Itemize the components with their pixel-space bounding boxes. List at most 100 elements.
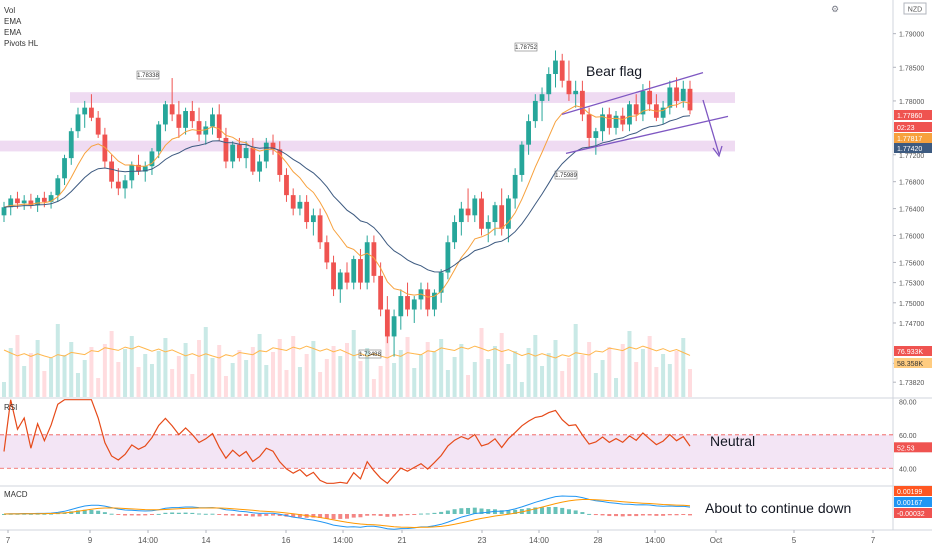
rsi-label: RSI xyxy=(4,403,17,412)
macd-histogram-bar xyxy=(351,514,356,518)
volume-bar xyxy=(311,341,316,397)
volume-bar xyxy=(116,362,121,397)
price-badge-label: 1.77860 xyxy=(897,113,922,120)
macd-histogram-bar xyxy=(96,510,101,514)
candle-body xyxy=(75,114,81,132)
candle-body xyxy=(633,104,639,115)
macd-histogram-bar xyxy=(217,514,222,515)
macd-histogram-bar xyxy=(163,512,168,514)
candle-body xyxy=(189,111,195,122)
macd-histogram-bar xyxy=(156,513,161,515)
volume-bar xyxy=(338,356,343,397)
candle-body xyxy=(613,115,619,128)
volume-bar xyxy=(217,345,222,397)
volume-bar xyxy=(365,348,370,397)
channel-upper-line xyxy=(561,72,704,116)
rsi-tick-label: 80.00 xyxy=(899,399,917,406)
volume-bar xyxy=(42,371,47,397)
volume-bar xyxy=(674,351,679,397)
macd-histogram-bar xyxy=(573,510,578,514)
volume-bar xyxy=(2,382,6,397)
volume-bar xyxy=(170,369,175,397)
rsi-neutral-band xyxy=(0,434,893,469)
macd-histogram-bar xyxy=(102,512,107,514)
candle-body xyxy=(115,181,121,189)
pivot-high-2: 1.78752 xyxy=(515,45,537,51)
candle-body xyxy=(304,201,310,223)
volume-ma-line xyxy=(3,345,691,359)
candle-body xyxy=(519,144,525,175)
macd-histogram-bar xyxy=(338,514,343,519)
volume-bar xyxy=(499,333,504,397)
pivot-low-2: 1.75989 xyxy=(555,173,577,179)
volume-bar xyxy=(75,373,80,397)
volume-bar xyxy=(452,357,457,397)
macd-histogram-bar xyxy=(42,513,47,515)
volume-bar xyxy=(89,347,94,397)
macd-label: MACD xyxy=(4,490,28,499)
volume-bar xyxy=(8,348,13,397)
candle-body xyxy=(674,87,679,101)
candle-body xyxy=(337,272,343,290)
macd-histogram-bar xyxy=(358,514,363,518)
candle-body xyxy=(492,205,498,223)
volume-bar xyxy=(271,352,276,397)
macd-histogram-bar xyxy=(445,510,450,514)
candle-body xyxy=(620,115,626,125)
candle-body xyxy=(512,174,518,199)
volume-bar xyxy=(49,358,54,397)
time-tick-label: 14:00 xyxy=(529,536,550,545)
macd-histogram-bar xyxy=(116,514,121,515)
candle-body xyxy=(41,197,47,202)
volume-bar xyxy=(688,369,692,397)
pivot-low-1: 1.73488 xyxy=(359,352,381,358)
bear-flag-annotation: Bear flag xyxy=(586,63,642,79)
volume-bar xyxy=(35,340,40,397)
macd-histogram-bar xyxy=(661,514,666,516)
macd-histogram-bar xyxy=(324,514,329,519)
settings-gear-icon[interactable]: ⚙ xyxy=(831,4,839,14)
macd-histogram-bar xyxy=(425,513,430,515)
candle-body xyxy=(458,208,464,223)
volume-bar xyxy=(654,367,659,397)
candle-body xyxy=(378,275,384,310)
volume-bar xyxy=(136,367,141,397)
candle-body xyxy=(331,262,336,290)
volume-bar xyxy=(149,364,154,397)
candle-body xyxy=(647,90,653,105)
candle-body xyxy=(566,80,572,95)
candle-body xyxy=(640,90,646,115)
volume-bar xyxy=(244,360,249,397)
candle-body xyxy=(183,111,188,128)
macd-badge xyxy=(894,497,932,507)
macd-histogram-bar xyxy=(183,512,188,514)
currency-badge[interactable] xyxy=(903,2,927,15)
candle-body xyxy=(465,208,471,216)
volume-bar xyxy=(587,342,592,397)
volume-bar xyxy=(210,358,215,397)
volume-bar xyxy=(176,356,181,397)
macd-histogram-bar xyxy=(566,509,571,514)
macd-histogram-bar xyxy=(123,514,128,516)
macd-histogram-bar xyxy=(2,514,6,515)
candle-body xyxy=(236,144,242,159)
candle-body xyxy=(48,195,54,202)
price-badge-label: 02:23 xyxy=(897,125,915,132)
macd-histogram-bar xyxy=(237,514,242,517)
candle-body xyxy=(290,195,296,209)
volume-bar xyxy=(250,347,255,397)
candle-body xyxy=(297,201,303,209)
breakdown-arrow-head xyxy=(712,145,723,158)
macd-histogram-bar xyxy=(553,506,558,514)
continue-down-annotation: About to continue down xyxy=(705,500,851,516)
volume-bar xyxy=(345,343,349,397)
macd-histogram-bar xyxy=(600,514,605,516)
macd-histogram-bar xyxy=(499,510,504,514)
candle-body xyxy=(28,200,34,206)
macd-histogram-bar xyxy=(418,513,423,515)
time-tick-label: 23 xyxy=(478,536,487,545)
volume-bar xyxy=(466,375,471,397)
candle-body xyxy=(176,114,182,128)
candle-body xyxy=(230,144,236,162)
macd-histogram-bar xyxy=(506,510,511,514)
